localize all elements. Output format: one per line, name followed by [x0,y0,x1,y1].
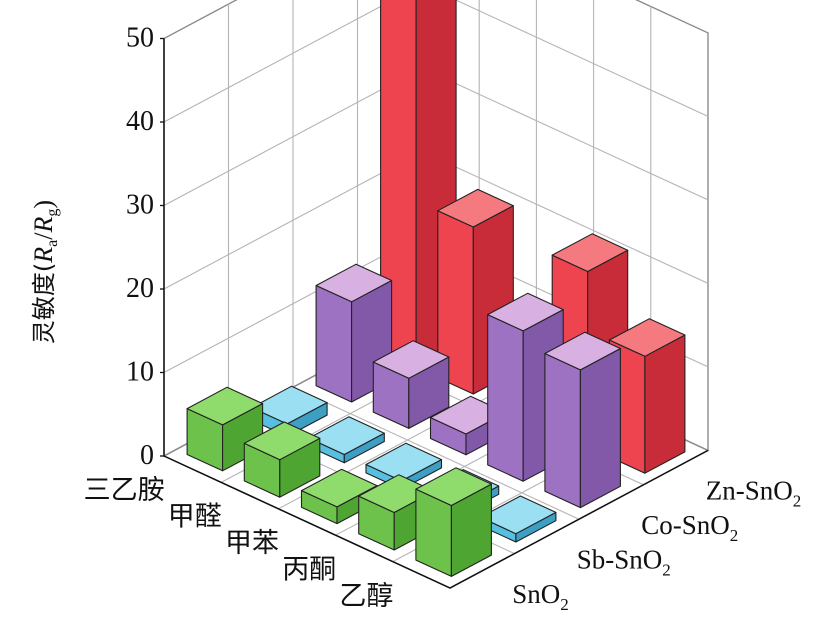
y-axis-label-ra: R [29,247,58,264]
bar-face-top [243,421,321,461]
bar-face-top [186,386,264,426]
y-axis-label-ra-sub: a [44,240,61,247]
material-label-sub: 2 [662,560,671,579]
label-layer: 01020304050灵敏度(Ra/Rg)乙醇丙酮甲苯甲醛三乙胺SnO2Sb-S… [29,23,801,614]
material-label: Sb-SnO2 [577,544,671,579]
bar-face-top [300,468,378,508]
bar-face-side [579,347,621,509]
bar-0-1 [479,495,557,543]
bar-3-1 [308,416,385,464]
gas-label: 甲苯 [225,528,279,559]
bar-0-0 [415,467,492,577]
grid-line-z [163,0,709,123]
z-tick-label: 50 [126,23,154,54]
material-label-main: Co-SnO [641,510,730,540]
material-label-sub: 2 [730,526,739,545]
bar-face-top [487,292,564,332]
gas-label: 甲醛 [168,502,222,533]
y-axis-label-rg-sub: g [44,209,61,217]
bar-layer [186,0,686,577]
y-axis-label-prefix: 灵敏度( [30,263,58,344]
bar-face-top [251,385,328,425]
material-label-main: SnO [512,579,560,609]
bar-face-front [487,314,524,482]
bar-face-top [372,340,450,379]
z-tick-label: 40 [126,106,154,137]
bar-face-top [479,495,557,535]
bar-face-front [544,352,581,509]
bar-face-top [437,188,514,228]
bar-face-top [308,416,385,456]
material-label-main: Sb-SnO [577,544,663,574]
z-tick-label: 20 [126,273,154,304]
bar-face-top [415,467,492,507]
bar-face-front [315,284,353,403]
gas-label: 三乙胺 [84,475,165,506]
bar-3-0 [243,421,321,498]
bar-face-top [551,233,629,273]
floor-front-edge [163,449,709,589]
material-label: Zn-SnO2 [706,476,802,511]
bar-face-top [365,442,443,482]
bar-1-0 [358,474,435,551]
gas-label: 乙醇 [339,581,393,612]
y-axis-label-slash: / [29,232,58,240]
gas-label: 丙酮 [282,554,336,585]
material-label-sub: 2 [560,595,569,614]
material-label-main: Zn-SnO [706,476,793,506]
bar-face-top [315,263,393,303]
bar-face-side [644,334,686,474]
material-label-sub: 2 [793,492,802,511]
z-tick-label: 30 [126,190,154,221]
z-tick-label: 0 [140,440,154,471]
z-tick-label: 10 [126,357,154,388]
material-label: SnO2 [512,579,569,614]
material-label: Co-SnO2 [641,510,738,545]
y-axis-label: 灵敏度(Ra/Rg) [29,200,61,344]
bar-face-top [544,331,621,371]
bar-3-2 [372,340,450,429]
bar-0-2 [544,331,621,509]
y-axis-label-suffix: ) [29,200,58,209]
y-axis-label-rg: R [29,216,58,233]
bar-face-top [608,318,686,357]
